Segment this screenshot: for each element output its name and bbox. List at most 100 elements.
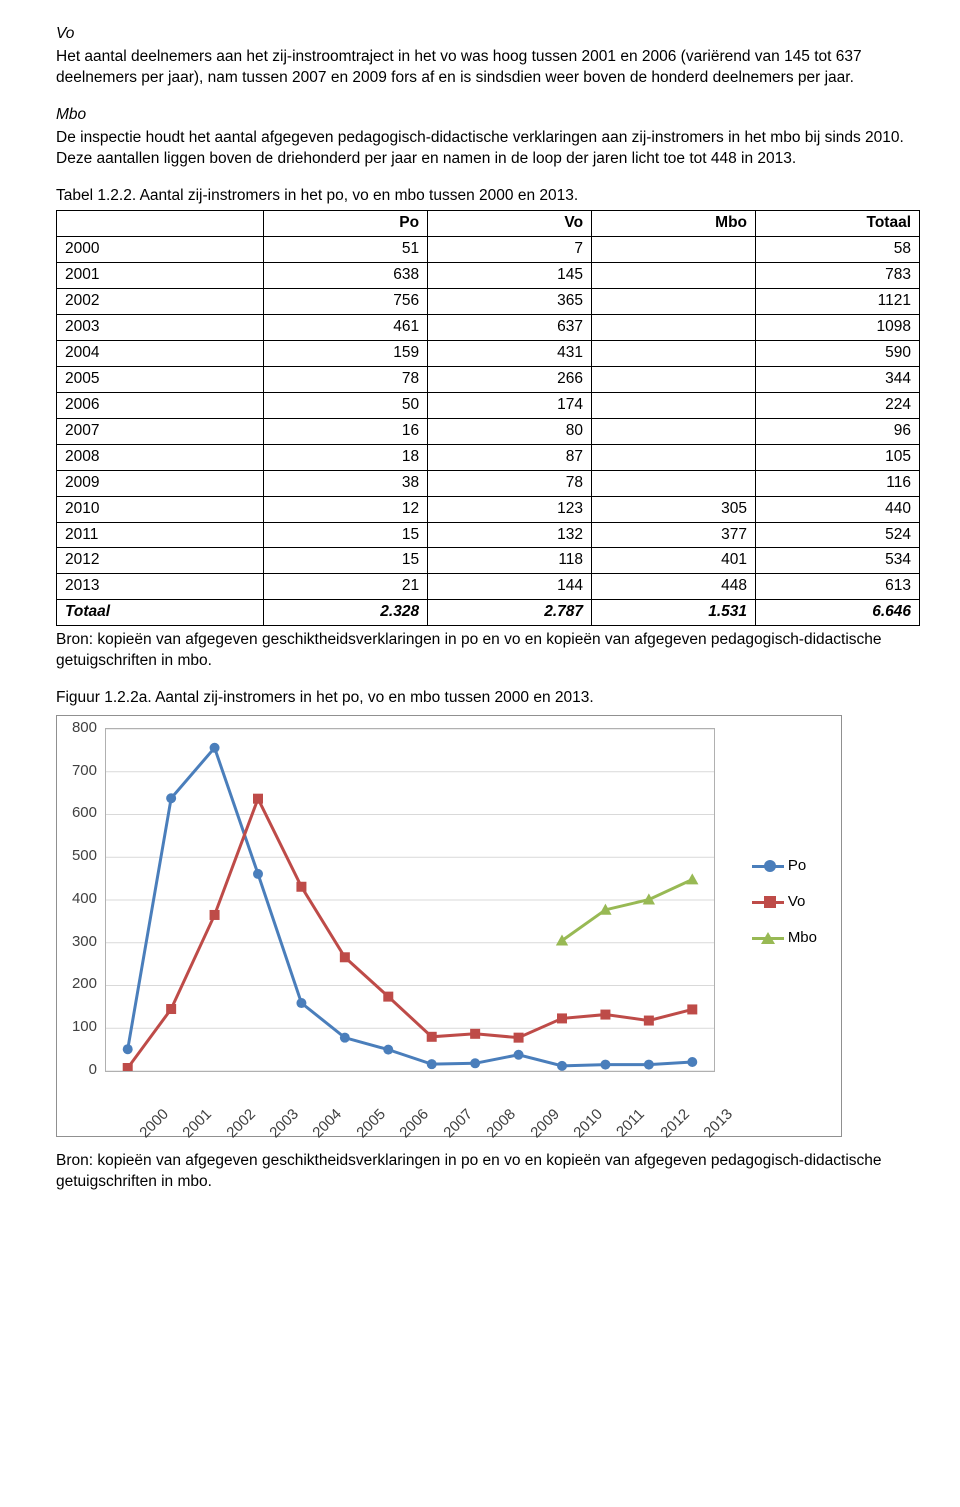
- table-row: 200051758: [57, 237, 920, 263]
- table-cell: 144: [428, 574, 592, 600]
- heading-vo: Vo: [56, 24, 920, 45]
- table-cell: 344: [756, 366, 920, 392]
- legend-item: Mbo: [752, 928, 817, 948]
- y-tick-label: 500: [57, 846, 97, 866]
- heading-mbo: Mbo: [56, 105, 920, 126]
- table-cell: 401: [592, 548, 756, 574]
- col-blank: [57, 211, 264, 237]
- table-cell: 524: [756, 522, 920, 548]
- table-cell: 756: [264, 289, 428, 315]
- x-tick-label: 2008: [483, 1105, 521, 1143]
- table-cell: 116: [756, 470, 920, 496]
- x-tick-label: 2006: [396, 1105, 434, 1143]
- table-cell: 1098: [756, 315, 920, 341]
- legend-label: Vo: [788, 892, 806, 912]
- table-source: Bron: kopieën van afgegeven geschiktheid…: [56, 630, 920, 672]
- footer-mbo: 1.531: [592, 600, 756, 626]
- x-tick-label: 2000: [135, 1105, 173, 1143]
- x-tick-label: 2001: [179, 1105, 217, 1143]
- footer-vo: 2.787: [428, 600, 592, 626]
- table-row: 201321144448613: [57, 574, 920, 600]
- legend-label: Po: [788, 856, 806, 876]
- footer-po: 2.328: [264, 600, 428, 626]
- chart-legend: Po Vo Mbo: [752, 856, 817, 965]
- paragraph-vo: Het aantal deelnemers aan het zij-instro…: [56, 47, 920, 89]
- col-vo: Vo: [428, 211, 592, 237]
- table-cell: 118: [428, 548, 592, 574]
- table-cell: 2013: [57, 574, 264, 600]
- x-tick-label: 2002: [222, 1105, 260, 1143]
- table-cell: 2011: [57, 522, 264, 548]
- table-cell: [592, 263, 756, 289]
- paragraph-mbo: De inspectie houdt het aantal afgegeven …: [56, 128, 920, 170]
- x-tick-label: 2010: [570, 1105, 608, 1143]
- table-cell: 105: [756, 444, 920, 470]
- table-row: 20027563651121: [57, 289, 920, 315]
- table-cell: 1121: [756, 289, 920, 315]
- table-cell: 15: [264, 522, 428, 548]
- table-cell: 637: [428, 315, 592, 341]
- table-footer-row: Totaal 2.328 2.787 1.531 6.646: [57, 600, 920, 626]
- chart-svg: [106, 729, 714, 1071]
- table-cell: 377: [592, 522, 756, 548]
- table-row: 201215118401534: [57, 548, 920, 574]
- table-cell: 50: [264, 392, 428, 418]
- table-cell: [592, 289, 756, 315]
- y-tick-label: 700: [57, 761, 97, 781]
- table-cell: 132: [428, 522, 592, 548]
- table-row: 2004159431590: [57, 341, 920, 367]
- table-cell: 51: [264, 237, 428, 263]
- table-cell: 12: [264, 496, 428, 522]
- y-tick-label: 300: [57, 932, 97, 952]
- table-cell: 2003: [57, 315, 264, 341]
- table-cell: 461: [264, 315, 428, 341]
- table-caption: Tabel 1.2.2. Aantal zij-instromers in he…: [56, 186, 920, 207]
- table-cell: 2007: [57, 418, 264, 444]
- table-row: 201115132377524: [57, 522, 920, 548]
- col-totaal: Totaal: [756, 211, 920, 237]
- x-tick-label: 2005: [352, 1105, 390, 1143]
- table-cell: 2004: [57, 341, 264, 367]
- table-row: 2003461637 1098: [57, 315, 920, 341]
- table-cell: 78: [428, 470, 592, 496]
- table-cell: 613: [756, 574, 920, 600]
- table-cell: 2005: [57, 366, 264, 392]
- table-row: 200650174 224: [57, 392, 920, 418]
- table-cell: 7: [428, 237, 592, 263]
- table-cell: 590: [756, 341, 920, 367]
- table-cell: 96: [756, 418, 920, 444]
- table-cell: 2006: [57, 392, 264, 418]
- x-tick-label: 2012: [656, 1105, 694, 1143]
- table-cell: [592, 315, 756, 341]
- table-row: 200578266344: [57, 366, 920, 392]
- x-tick-label: 2013: [700, 1105, 738, 1143]
- table-cell: [592, 418, 756, 444]
- table-cell: 783: [756, 263, 920, 289]
- table-row: 2001638145783: [57, 263, 920, 289]
- table-cell: [592, 444, 756, 470]
- table-cell: [592, 470, 756, 496]
- table-cell: 440: [756, 496, 920, 522]
- table-cell: [592, 366, 756, 392]
- y-tick-label: 400: [57, 889, 97, 909]
- table-cell: 21: [264, 574, 428, 600]
- table-cell: 16: [264, 418, 428, 444]
- table-row: 2007168096: [57, 418, 920, 444]
- table-row: 20081887105: [57, 444, 920, 470]
- legend-item: Vo: [752, 892, 817, 912]
- table-cell: 174: [428, 392, 592, 418]
- legend-label: Mbo: [788, 928, 817, 948]
- table-cell: 534: [756, 548, 920, 574]
- chart-source: Bron: kopieën van afgegeven geschiktheid…: [56, 1151, 920, 1193]
- table-cell: [592, 392, 756, 418]
- table-cell: 305: [592, 496, 756, 522]
- figure-caption: Figuur 1.2.2a. Aantal zij-instromers in …: [56, 688, 920, 709]
- table-cell: 18: [264, 444, 428, 470]
- table-cell: 638: [264, 263, 428, 289]
- y-tick-label: 800: [57, 718, 97, 738]
- col-po: Po: [264, 211, 428, 237]
- table-cell: 2001: [57, 263, 264, 289]
- table-row: 20093878116: [57, 470, 920, 496]
- table-cell: 224: [756, 392, 920, 418]
- table-cell: 2009: [57, 470, 264, 496]
